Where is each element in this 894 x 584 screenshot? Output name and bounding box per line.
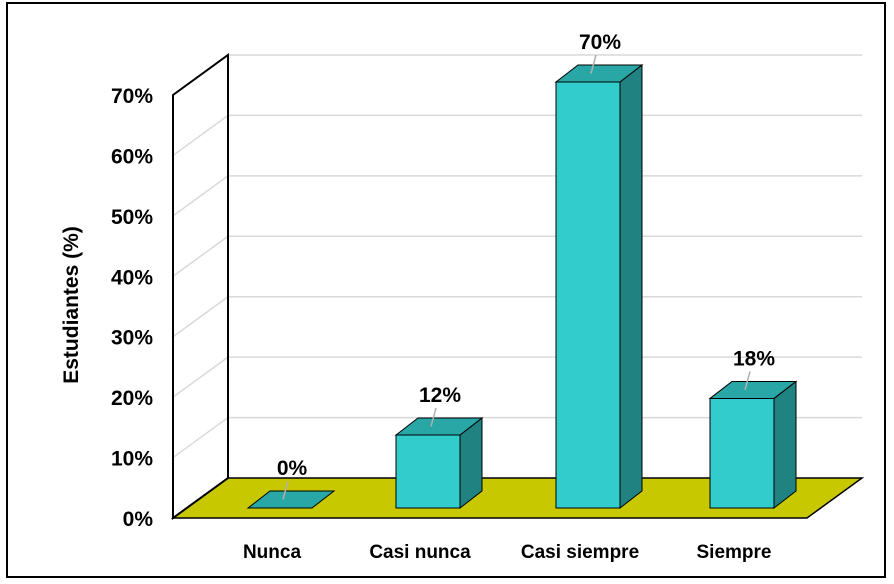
- labels: 0% 10% 20% 30% 40% 50% 60% 70% 0% Nunca 12% Casi nu…: [111, 31, 775, 563]
- data-label: 0%: [277, 457, 308, 480]
- x-tick-label: Siempre: [697, 542, 772, 563]
- y-tick-label: 40%: [111, 266, 153, 289]
- x-tick-label: Casi nunca: [369, 542, 471, 563]
- gridline-side: [172, 235, 229, 277]
- data-label-leader: [744, 371, 751, 391]
- gridline-side: [172, 114, 229, 157]
- bar-top: [246, 490, 336, 509]
- data-label: 70%: [579, 31, 621, 54]
- data-label: 18%: [733, 347, 775, 370]
- bar-front: [555, 81, 621, 509]
- bar-side: [619, 63, 643, 510]
- y-tick-label: 60%: [111, 145, 153, 168]
- gridline-side: [172, 296, 229, 338]
- side-wall: [172, 53, 229, 520]
- gridline-side: [172, 416, 229, 459]
- data-label: 12%: [419, 384, 461, 407]
- x-tick-label: Nunca: [243, 542, 302, 563]
- gridline-side: [172, 356, 229, 398]
- y-tick-label: 10%: [111, 448, 153, 471]
- bar-front: [709, 397, 775, 509]
- bar-front: [395, 434, 461, 509]
- y-tick-label: 0%: [123, 508, 154, 531]
- x-tick-label: Casi siempre: [521, 542, 639, 563]
- data-label-leader: [282, 480, 289, 500]
- bars: [246, 63, 798, 510]
- y-tick-label: 70%: [111, 85, 153, 108]
- data-label-leader: [430, 407, 437, 427]
- y-tick-label: 20%: [111, 387, 153, 410]
- gridline-side: [172, 175, 229, 217]
- y-axis-title: Estudiantes (%): [60, 226, 83, 384]
- bar-top: [708, 380, 798, 399]
- bar-top: [394, 417, 484, 436]
- y-axis: [172, 53, 229, 520]
- y-tick-label: 50%: [111, 206, 153, 229]
- data-label-leader: [590, 54, 597, 74]
- bar-top: [554, 64, 644, 83]
- y-tick-label: 30%: [111, 327, 153, 350]
- bar-side: [773, 380, 797, 510]
